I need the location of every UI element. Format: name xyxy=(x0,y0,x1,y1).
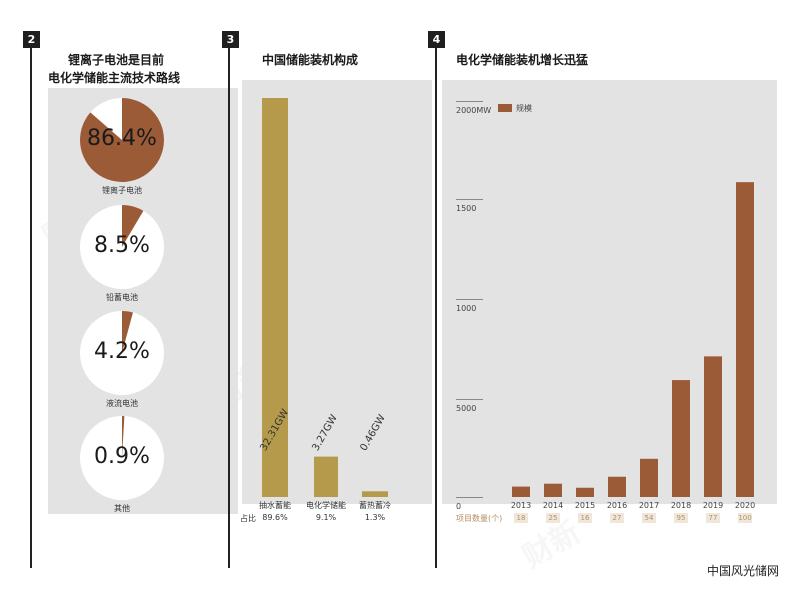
pie-slice xyxy=(122,205,144,247)
panel-4-title: 电化学储能装机增长迅猛 xyxy=(456,53,589,67)
project-count: 18 xyxy=(514,513,528,523)
source-label: 中国风光储网 xyxy=(707,564,780,578)
pie-1: 86.4% 锂离子电池 xyxy=(78,96,166,196)
y-tick-label: 1000 xyxy=(456,304,477,313)
pie-svg xyxy=(80,311,164,395)
pie-svg xyxy=(80,98,164,182)
y-tick-line xyxy=(456,299,483,300)
x-tick-label: 2017 xyxy=(638,501,660,510)
project-count: 100 xyxy=(738,513,752,523)
pie-category-label: 其他 xyxy=(114,504,130,513)
project-count: 54 xyxy=(642,513,656,523)
pie-slice xyxy=(122,416,125,458)
panel-4-divider xyxy=(435,48,437,568)
pie-4: 0.9% 其他 xyxy=(78,414,166,514)
panel-2-number: 2 xyxy=(23,31,40,48)
y-tick-label: 0 xyxy=(456,502,462,511)
panel-3-title: 中国储能装机构成 xyxy=(262,53,359,67)
y-tick-label: 5000 xyxy=(456,404,477,413)
share-value: 9.1% xyxy=(315,513,337,522)
panel-2-title-line1: 锂离子电池是目前 xyxy=(68,53,165,67)
x-tick-label: 2013 xyxy=(510,501,532,510)
share-value: 89.6% xyxy=(262,513,288,522)
y-tick-label: 2000MW xyxy=(456,106,492,115)
count-label: 项目数量(个) xyxy=(456,514,503,523)
x-tick-label: 2014 xyxy=(542,501,564,510)
pie-3: 4.2% 液流电池 xyxy=(78,309,166,409)
pie-2: 8.5% 铅蓄电池 xyxy=(78,203,166,303)
panel-3-number: 3 xyxy=(222,31,239,48)
pie-value-label: 8.5% xyxy=(94,233,150,258)
pie-category-label: 液流电池 xyxy=(106,399,138,408)
x-tick-label: 2020 xyxy=(734,501,756,510)
legend-label: 规模 xyxy=(516,104,532,113)
panel-2-divider xyxy=(30,48,32,568)
y-tick-line xyxy=(456,101,483,102)
category-label: 蓄热蓄冷 xyxy=(359,501,391,510)
project-count: 27 xyxy=(610,513,624,523)
panel-4-background xyxy=(442,80,777,504)
project-count: 77 xyxy=(706,513,720,523)
pie-value-label: 4.2% xyxy=(94,339,150,364)
y-tick-label: 1500 xyxy=(456,204,477,213)
pie-category-label: 铅蓄电池 xyxy=(106,293,138,302)
panel-2-title-line2: 电化学储能主流技术路线 xyxy=(48,71,181,85)
x-tick-label: 2018 xyxy=(670,501,692,510)
project-count: 25 xyxy=(546,513,560,523)
pie-category-label: 锂离子电池 xyxy=(102,186,142,195)
pie-svg xyxy=(80,416,164,500)
y-tick-line xyxy=(456,497,483,498)
panel-3-divider xyxy=(228,48,230,568)
pie-slice xyxy=(80,98,164,182)
panel-4-number: 4 xyxy=(428,31,445,48)
x-tick-label: 2016 xyxy=(606,501,628,510)
x-tick-label: 2019 xyxy=(702,501,724,510)
pie-value-label: 86.4% xyxy=(87,126,157,151)
category-label: 电化学储能 xyxy=(306,501,346,510)
category-label: 抽水蓄能 xyxy=(259,501,291,510)
project-count: 95 xyxy=(674,513,688,523)
pie-svg xyxy=(80,205,164,289)
y-tick-line xyxy=(456,399,483,400)
x-tick-label: 2015 xyxy=(574,501,596,510)
y-tick-line xyxy=(456,199,483,200)
pie-slice xyxy=(122,311,133,353)
share-value: 1.3% xyxy=(364,513,386,522)
share-label: 占比 xyxy=(240,514,256,523)
pie-value-label: 0.9% xyxy=(94,444,150,469)
project-count: 16 xyxy=(578,513,592,523)
